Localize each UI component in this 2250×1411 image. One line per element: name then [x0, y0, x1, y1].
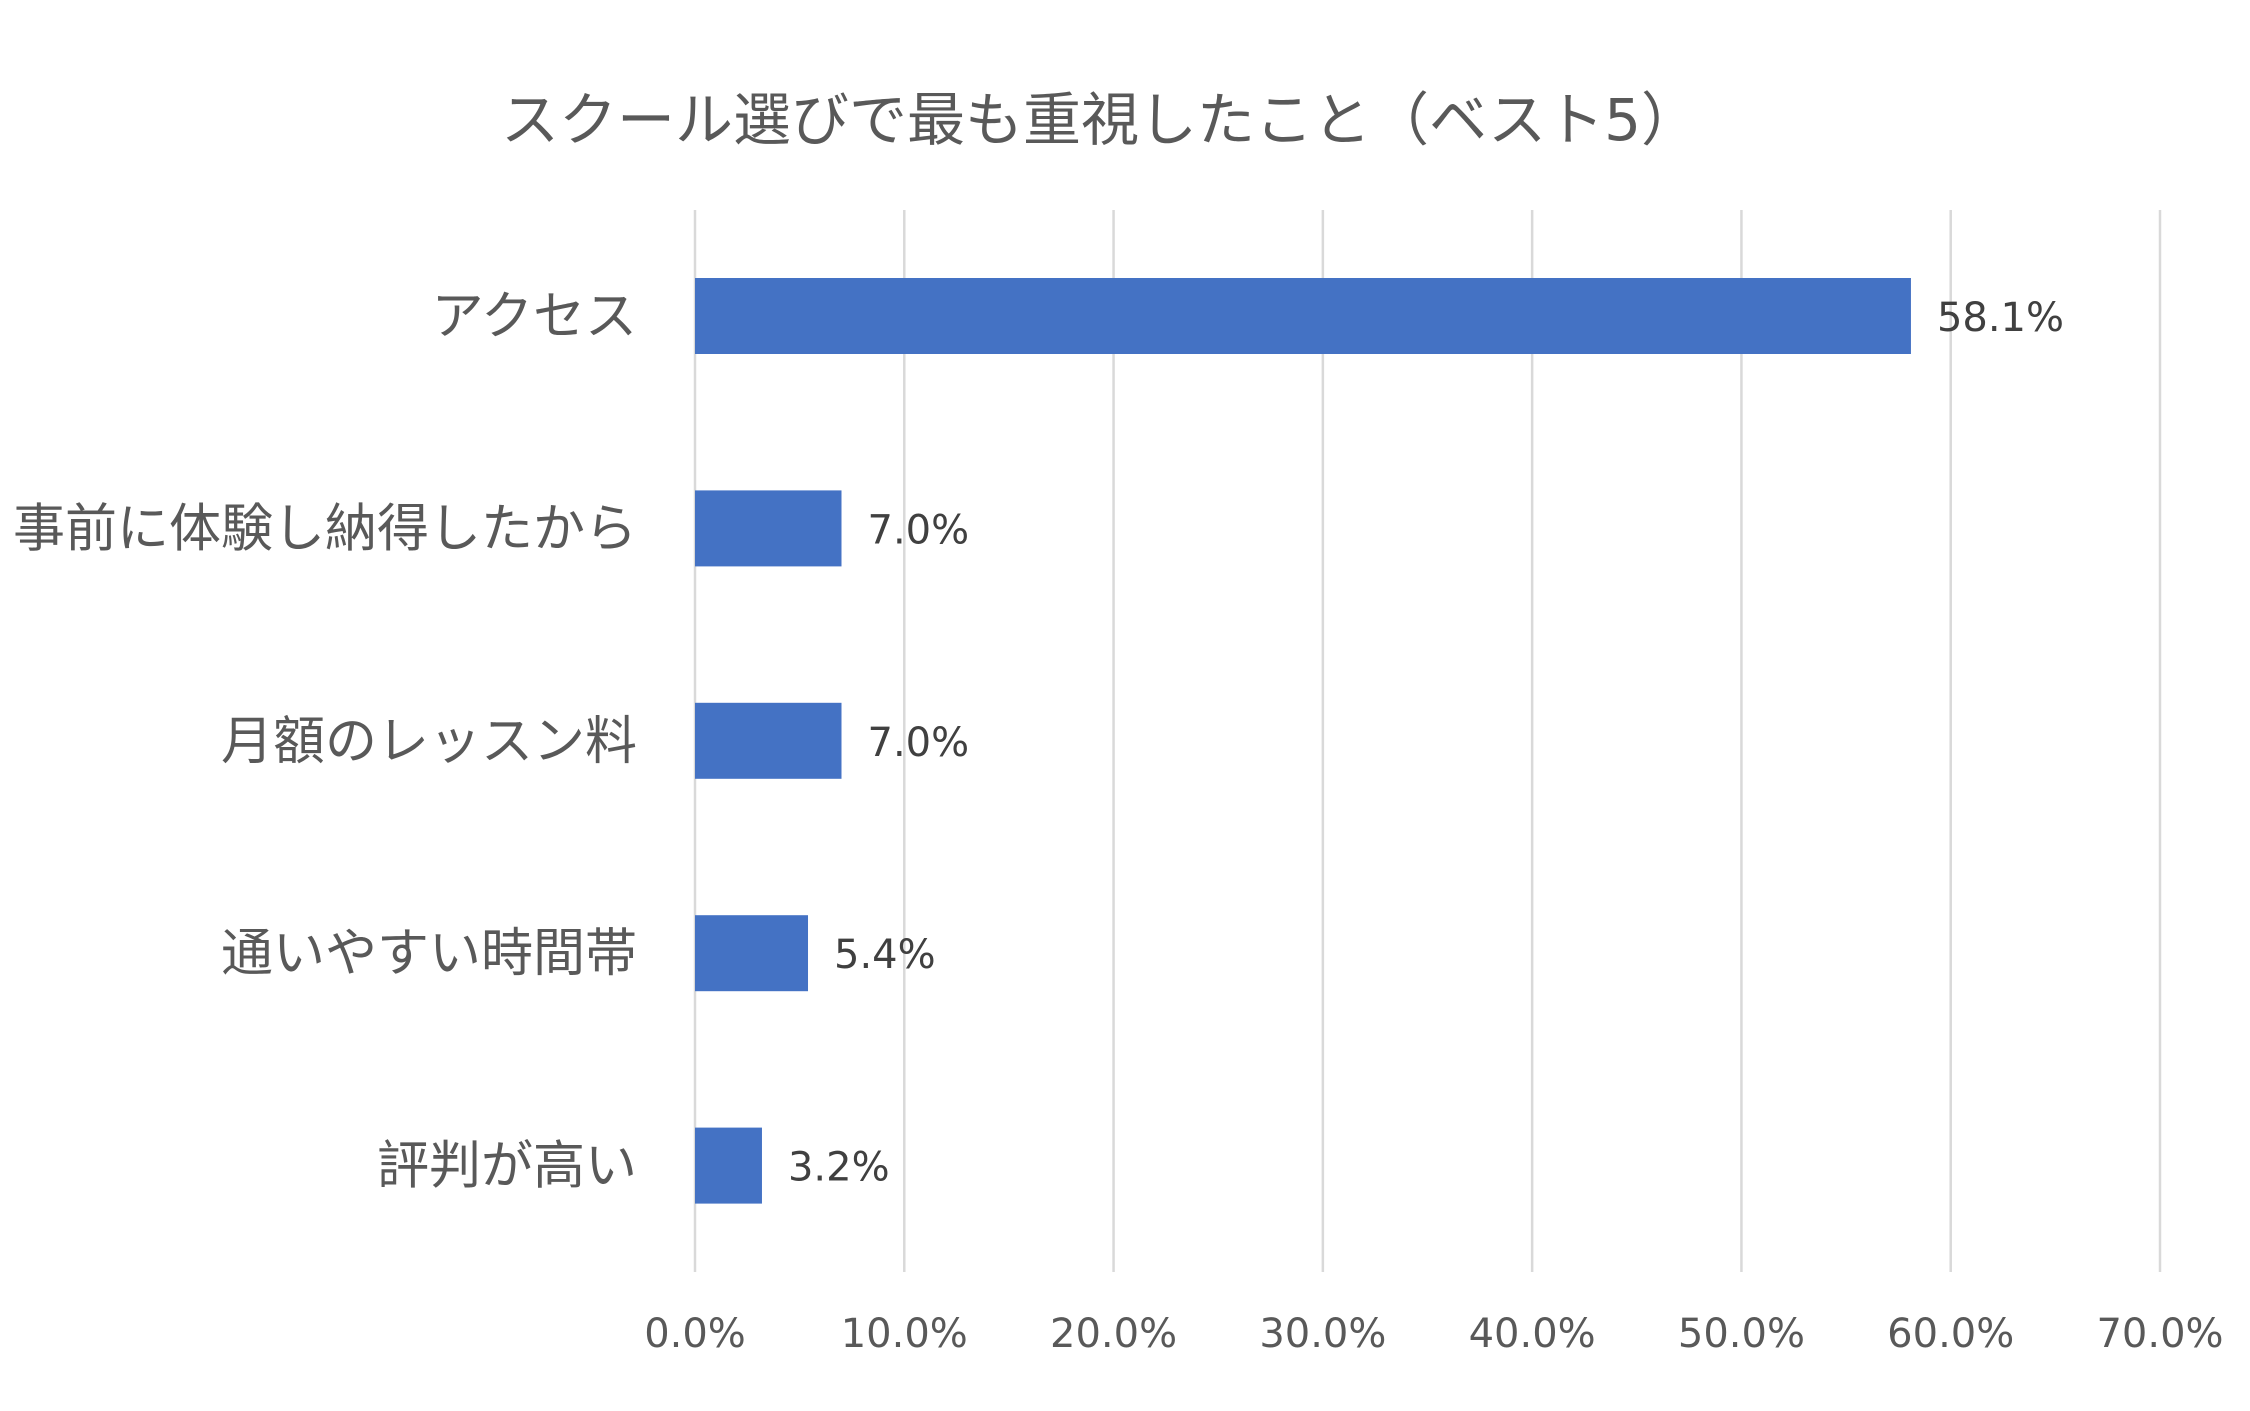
bar — [695, 278, 1911, 354]
x-tick-label: 40.0% — [1469, 1311, 1596, 1357]
gridlines — [693, 210, 2162, 1272]
category-label: アクセス — [432, 287, 637, 347]
category-label: 評判が高い — [377, 1137, 637, 1197]
category-label: 通いやすい時間帯 — [221, 924, 637, 984]
labels: 0.0% 10.0% 20.0% 30.0% 40.0% 50.0% 60.0% 70.0% ア… — [13, 287, 2224, 1357]
x-tick-label: 10.0% — [841, 1311, 968, 1357]
bars — [695, 278, 1911, 1204]
x-tick-label: 20.0% — [1050, 1311, 1177, 1357]
data-label: 7.0% — [868, 720, 970, 766]
bar — [695, 490, 842, 567]
chart-title: スクール選びで最も重視したこと（ベスト5） — [501, 86, 1699, 154]
data-label: 7.0% — [868, 507, 970, 553]
category-label: 月額のレッスン料 — [221, 712, 637, 772]
bar — [695, 915, 809, 992]
bar — [695, 702, 842, 779]
x-tick-label: 50.0% — [1678, 1311, 1805, 1357]
data-label: 3.2% — [788, 1145, 890, 1191]
x-tick-label: 70.0% — [2096, 1311, 2223, 1357]
data-label: 58.1% — [1937, 295, 2064, 341]
bar — [695, 1127, 762, 1204]
data-label: 5.4% — [834, 932, 936, 978]
x-tick-label: 60.0% — [1887, 1311, 2014, 1357]
category-label: 事前に体験し納得したから — [13, 499, 637, 559]
x-tick-label: 30.0% — [1259, 1311, 1386, 1357]
x-tick-label: 0.0% — [644, 1311, 746, 1357]
